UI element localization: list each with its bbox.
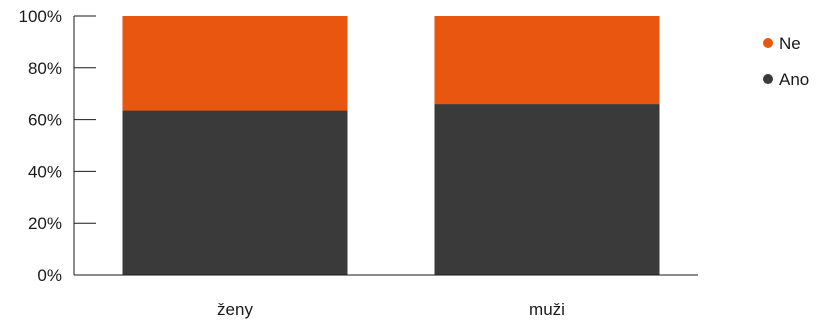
y-tick-label: 100%: [19, 7, 62, 26]
legend-label: Ne: [779, 34, 801, 53]
legend-marker: [763, 38, 773, 48]
y-tick-label: 60%: [28, 111, 62, 130]
bar-ne-1: [434, 16, 660, 105]
bar-ano-0: [122, 110, 348, 275]
axes-group: [73, 16, 698, 276]
x-categories-group: ženy muži: [217, 300, 565, 319]
y-tick-label: 80%: [28, 59, 62, 78]
y-tick-label: 40%: [28, 162, 62, 181]
bar-ne-0: [122, 16, 348, 111]
y-ticks-group: 0% 20% 40% 60% 80% 100%: [19, 7, 96, 285]
legend: Ne Ano: [763, 34, 809, 89]
y-tick-label: 0%: [37, 266, 62, 285]
bar-ano-1: [434, 104, 660, 275]
x-category-label: ženy: [217, 300, 253, 319]
legend-marker: [763, 74, 773, 84]
legend-label: Ano: [779, 70, 809, 89]
x-category-label: muži: [529, 300, 565, 319]
y-tick-label: 20%: [28, 214, 62, 233]
bars-group: [122, 16, 660, 275]
